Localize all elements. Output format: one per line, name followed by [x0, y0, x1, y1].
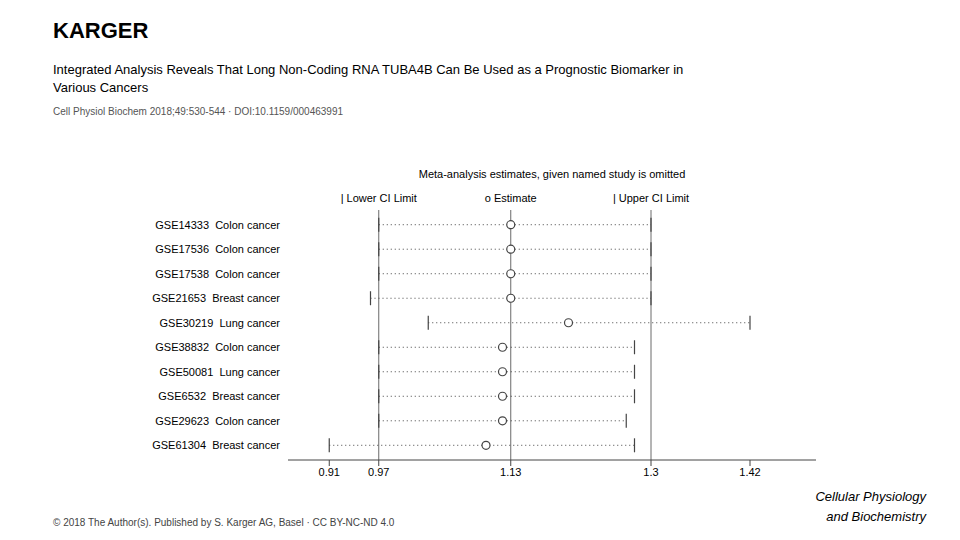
svg-text:GSE17536 Colon cancer: GSE17536 Colon cancer: [155, 243, 280, 255]
html-text:Cellular Physiology: Cellular Physiology: [815, 489, 926, 504]
svg-text:0.97: 0.97: [368, 466, 389, 478]
svg-text:| Lower CI Limit: | Lower CI Limit: [341, 192, 417, 204]
svg-text:GSE29623 Colon cancer: GSE29623 Colon cancer: [155, 415, 280, 427]
svg-text:GSE6532 Breast cancer: GSE6532 Breast cancer: [158, 390, 280, 402]
html-text:KARGER: KARGER: [53, 18, 149, 43]
html-text:© 2018 The Author(s). Publishe: © 2018 The Author(s). Published by S. Ka…: [53, 517, 395, 528]
svg-text:GSE21653 Breast cancer: GSE21653 Breast cancer: [152, 292, 280, 304]
html-text:Integrated Analysis Reveals Th: Integrated Analysis Reveals That Long No…: [53, 62, 684, 77]
svg-text:| Upper CI Limit: | Upper CI Limit: [613, 192, 689, 204]
svg-text:1.13: 1.13: [500, 466, 521, 478]
svg-text:GSE38832 Colon cancer: GSE38832 Colon cancer: [155, 341, 280, 353]
svg-text:GSE17538 Colon cancer: GSE17538 Colon cancer: [155, 268, 280, 280]
svg-text:0.91: 0.91: [319, 466, 340, 478]
svg-text:o Estimate: o Estimate: [485, 192, 537, 204]
svg-text:GSE30219 Lung cancer: GSE30219 Lung cancer: [160, 317, 281, 329]
html-text:Meta-analysis estimates, given: Meta-analysis estimates, given named stu…: [418, 168, 686, 180]
svg-text:GSE61304 Breast cancer: GSE61304 Breast cancer: [152, 439, 280, 451]
svg-text:1.42: 1.42: [739, 466, 760, 478]
html-text:Cell Physiol Biochem 2018;49:5: Cell Physiol Biochem 2018;49:530-544 · D…: [53, 106, 343, 117]
html-text:Various Cancers: Various Cancers: [53, 80, 149, 95]
html-text:and Biochemistry: and Biochemistry: [826, 509, 926, 524]
svg-text:1.3: 1.3: [643, 466, 658, 478]
svg-text:GSE50081 Lung cancer: GSE50081 Lung cancer: [160, 366, 281, 378]
svg-text:GSE14333 Colon cancer: GSE14333 Colon cancer: [155, 219, 280, 231]
